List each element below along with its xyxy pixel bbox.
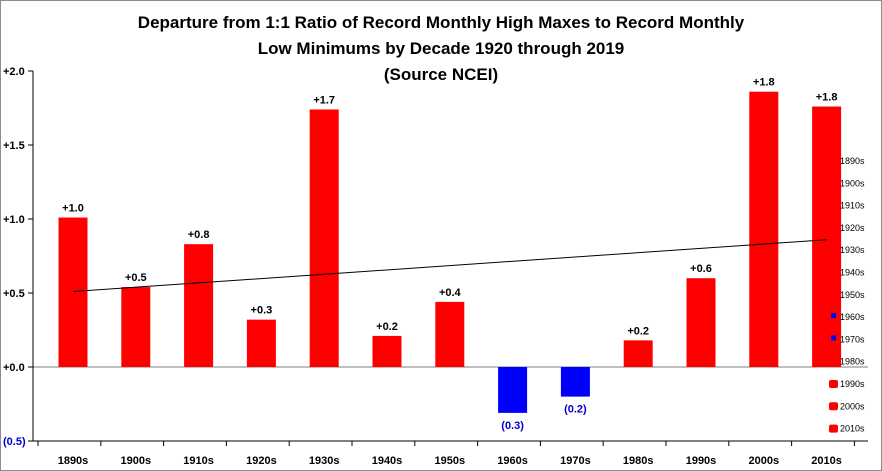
legend-label: 1960s (840, 312, 865, 322)
legend-key-1980s (829, 357, 838, 366)
chart-title-line-3: (Source NCEI) (383, 65, 499, 84)
x-tick-label: 2010s (811, 455, 842, 467)
bar-1910s (184, 244, 214, 367)
bar-1890s (58, 217, 88, 367)
data-label: +1.8 (753, 77, 775, 89)
legend-key-1930s (829, 246, 838, 255)
data-label: +1.8 (816, 92, 838, 104)
data-label: +1.7 (313, 94, 335, 106)
bar-1900s (121, 287, 151, 367)
legend-label: 1970s (840, 334, 865, 344)
legend-key-1950s (829, 290, 838, 299)
data-label: +0.3 (251, 305, 273, 317)
legend-key-1920s (829, 223, 838, 232)
data-label: +1.0 (62, 203, 84, 215)
legend-label: 1950s (840, 290, 865, 300)
x-tick-label: 2000s (749, 455, 780, 467)
bar-1980s (623, 340, 653, 367)
legend-label: 1890s (840, 156, 865, 166)
data-label: (0.3) (501, 420, 524, 432)
legend-label: 2000s (840, 401, 865, 411)
legend-key-2010s (829, 424, 838, 433)
bar-1930s (309, 109, 339, 367)
x-tick-label: 1940s (372, 455, 403, 467)
legend-label: 1920s (840, 223, 865, 233)
data-label: +0.2 (627, 325, 649, 337)
bar-1940s (372, 335, 402, 367)
data-label: +0.2 (376, 321, 398, 333)
chart-title-line-1: Departure from 1:1 Ratio of Record Month… (137, 13, 745, 32)
y-tick-label: (0.5) (3, 436, 26, 448)
data-label: +0.6 (690, 263, 712, 275)
legend-label: 1980s (840, 357, 865, 367)
data-label: +0.8 (188, 229, 210, 241)
legend-label: 1940s (840, 268, 865, 278)
legend-key-1910s (829, 201, 838, 210)
bar-2010s (812, 106, 842, 368)
x-tick-label: 1990s (686, 455, 717, 467)
x-tick-label: 1910s (183, 455, 214, 467)
legend-key-2000s (829, 402, 838, 411)
bar-2000s (749, 91, 779, 367)
y-tick-label: +0.5 (3, 288, 25, 300)
legend-key-1960s (831, 313, 836, 319)
data-label: +0.4 (439, 287, 462, 299)
y-tick-label: +2.0 (3, 66, 25, 78)
y-tick-label: +1.0 (3, 214, 25, 226)
legend-key-1970s (831, 335, 836, 341)
x-tick-label: 1960s (497, 455, 528, 467)
legend-key-1940s (829, 268, 838, 277)
x-tick-label: 1980s (623, 455, 654, 467)
legend-label: 1930s (840, 245, 865, 255)
x-tick-label: 1930s (309, 455, 340, 467)
bar-1970s (560, 367, 590, 397)
x-tick-label: 1970s (560, 455, 591, 467)
x-tick-label: 1920s (246, 455, 277, 467)
legend-key-1890s (829, 157, 838, 165)
bar-1990s (686, 278, 716, 367)
bar-1950s (435, 301, 465, 367)
x-tick-label: 1890s (58, 455, 89, 467)
chart-title-line-2: Low Minimums by Decade 1920 through 2019 (257, 39, 625, 58)
legend-label: 1910s (840, 201, 865, 211)
y-tick-label: +0.0 (3, 362, 25, 374)
x-tick-label: 1900s (121, 455, 152, 467)
bar-1920s (246, 319, 276, 367)
data-label: (0.2) (564, 404, 587, 416)
data-label: +0.5 (125, 272, 147, 284)
legend-label: 1990s (840, 379, 865, 389)
legend-label: 2010s (840, 424, 865, 434)
legend-key-1900s (829, 179, 838, 188)
y-tick-label: +1.5 (3, 140, 25, 152)
bar-1960s (498, 367, 528, 413)
legend-label: 1900s (840, 178, 865, 188)
legend-key-1990s (829, 380, 838, 388)
x-tick-label: 1950s (435, 455, 466, 467)
trendline (72, 239, 827, 293)
